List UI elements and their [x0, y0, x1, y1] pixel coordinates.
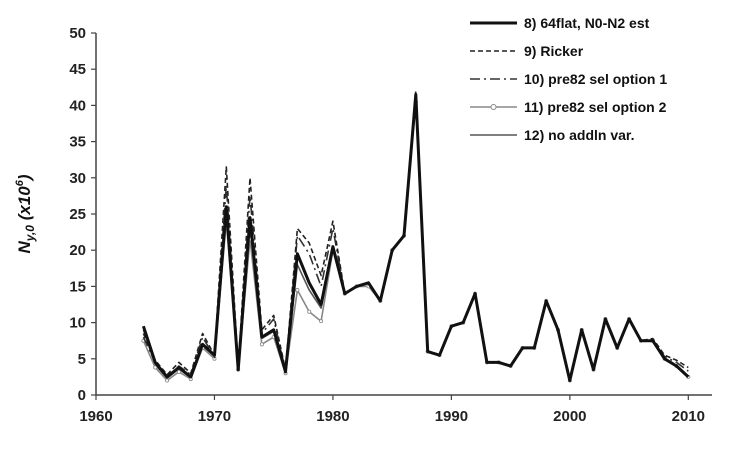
y-axis-title-main: N — [15, 241, 34, 254]
series-point — [307, 309, 312, 314]
y-tick-label: 35 — [69, 134, 86, 151]
legend-label: 10) pre82 sel option 1 — [524, 71, 667, 87]
x-tick-label: 1980 — [316, 408, 349, 425]
y-tick-label: 45 — [69, 61, 86, 78]
y-tick-label: 30 — [69, 170, 86, 187]
x-ticks: 1960 1970 1980 1990 2000 2010 — [79, 395, 705, 425]
y-ticks: 0 5 10 15 20 25 30 35 40 45 50 — [69, 25, 96, 404]
legend-label: 11) pre82 sel option 2 — [524, 99, 667, 115]
y-axis-title: Ny,0 (x106) — [14, 174, 37, 253]
legend-label: 12) no addln var. — [524, 127, 634, 143]
y-tick-label: 15 — [69, 278, 86, 295]
x-tick-label: 1960 — [79, 408, 112, 425]
x-tick-label: 2000 — [553, 408, 586, 425]
series-point — [176, 369, 181, 374]
x-tick-label: 2010 — [672, 408, 705, 425]
legend-label: 9) Ricker — [524, 43, 584, 59]
y-tick-label: 5 — [78, 351, 86, 368]
y-tick-label: 20 — [69, 242, 86, 259]
y-axis-title-subscript: y,0 — [23, 225, 37, 243]
series-point — [259, 342, 264, 347]
x-tick-label: 1970 — [198, 408, 231, 425]
series-point — [295, 288, 300, 293]
x-tick-label: 1990 — [435, 408, 468, 425]
y-tick-label: 0 — [78, 387, 86, 404]
series-point — [319, 319, 324, 324]
series-point — [153, 365, 158, 370]
legend: 8) 64flat, N0-N2 est 9) Ricker 10) pre82 s… — [470, 15, 667, 143]
legend-marker — [490, 104, 497, 110]
y-tick-label: 50 — [69, 25, 86, 42]
series-line-11 — [142, 101, 689, 382]
legend-label: 8) 64flat, N0-N2 est — [524, 15, 650, 31]
series-line-8 — [141, 93, 690, 382]
y-tick-label: 25 — [69, 206, 86, 223]
y-axis-title-close: ) — [15, 174, 34, 182]
series-lines — [141, 90, 691, 383]
y-tick-label: 40 — [69, 97, 86, 114]
y-tick-label: 10 — [69, 315, 86, 332]
y-axis-title-unit: (x10 — [15, 186, 34, 225]
y-axis-title-superscript: 6 — [14, 179, 26, 186]
series-point — [165, 378, 170, 383]
